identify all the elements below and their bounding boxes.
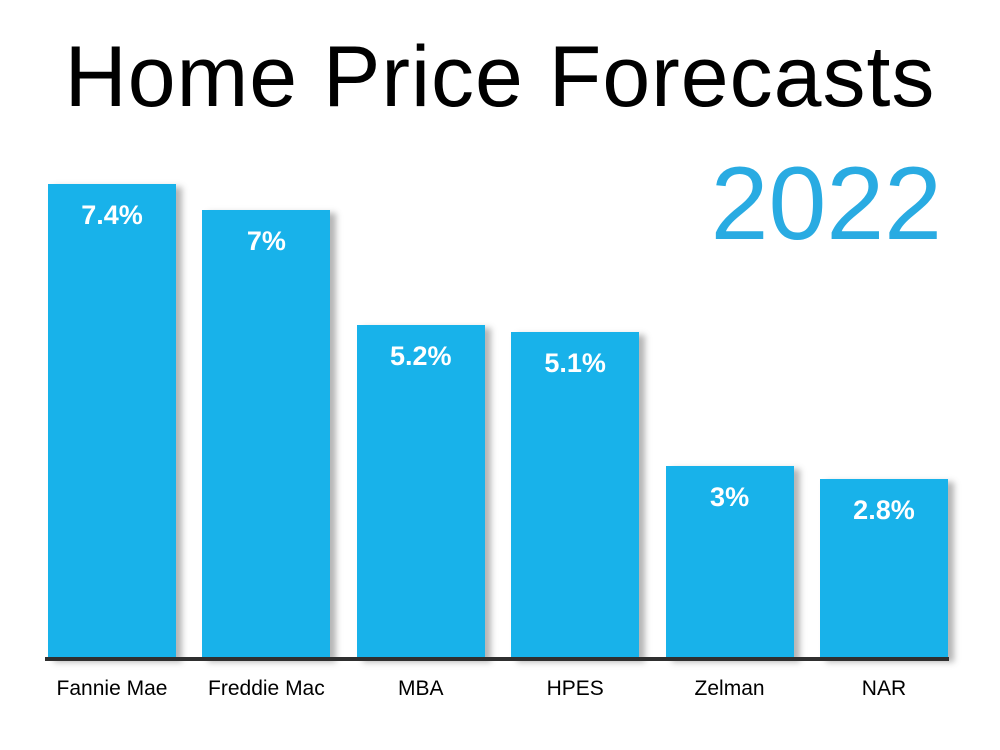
chart-title: Home Price Forecasts xyxy=(64,29,936,125)
bar-value-label-hpes: 5.1% xyxy=(544,348,606,378)
bar-value-label-fannie-mae: 7.4% xyxy=(81,200,143,230)
bar-freddie-mac: 7% xyxy=(202,210,331,659)
category-label-freddie-mac: Freddie Mac xyxy=(208,677,325,700)
category-label-nar: NAR xyxy=(861,677,907,700)
bars-container: 7.4% 7% 5.2% 5.1% 3% 2.8% xyxy=(48,184,948,659)
category-labels-row: Fannie Mae Freddie Mac MBA HPES Zelman NAR xyxy=(48,677,948,701)
bar-value-label-mba: 5.2% xyxy=(390,341,452,371)
category-label-fannie-mae: Fannie Mae xyxy=(56,677,168,700)
category-label-mba: MBA xyxy=(398,677,444,700)
bar-value-label-nar: 2.8% xyxy=(853,495,915,525)
category-label-zelman: Zelman xyxy=(694,677,765,700)
bar-fannie-mae: 7.4% xyxy=(48,184,176,659)
bar-nar: 2.8% xyxy=(819,479,948,659)
bar-zelman: 3% xyxy=(665,466,794,659)
chart-subtitle-year: 2022 xyxy=(710,146,942,262)
bar-value-label-zelman: 3% xyxy=(710,482,750,512)
bar-value-label-freddie-mac: 7% xyxy=(246,226,286,256)
bar-mba: 5.2% xyxy=(356,325,485,659)
x-axis-line xyxy=(45,657,949,661)
bar-hpes: 5.1% xyxy=(511,332,640,659)
category-label-hpes: HPES xyxy=(546,677,604,700)
